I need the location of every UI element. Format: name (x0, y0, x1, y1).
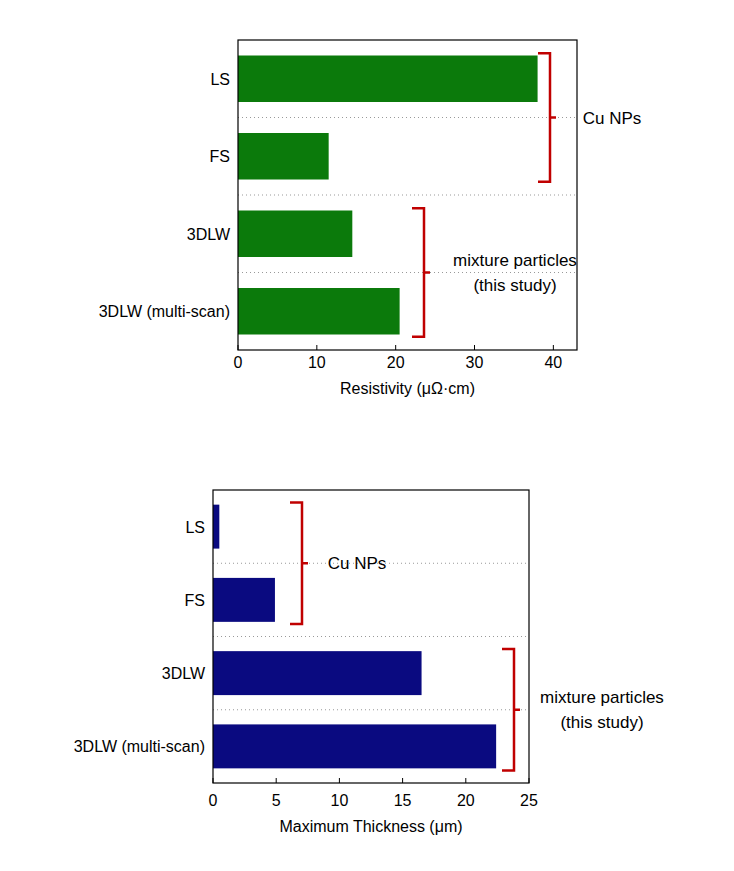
frame (238, 40, 577, 350)
tick (316, 345, 317, 350)
grid-line (238, 117, 577, 118)
tick-label: 30 (466, 354, 484, 371)
tick (395, 345, 396, 350)
tick-label: 25 (520, 792, 538, 809)
tick-label: 20 (457, 792, 475, 809)
bar (213, 578, 275, 622)
figure: 0 10 20 30 40 LS FS 3DLW 3DLW (multi-scan) Resist… (0, 0, 734, 871)
tick (276, 778, 277, 783)
grid-line (213, 636, 529, 637)
bar (213, 651, 422, 695)
category-label: FS (210, 148, 230, 165)
tick-label: 0 (209, 792, 218, 809)
annotation: Cu NPs (583, 109, 642, 128)
chart-0: 0 10 20 30 40 LS FS 3DLW 3DLW (multi-scan) Resist… (99, 40, 642, 397)
grid-line (238, 272, 577, 273)
tick-label: 5 (272, 792, 281, 809)
tick (529, 778, 530, 783)
bar (238, 211, 352, 258)
bracket (538, 53, 556, 182)
annotation: mixture particles (453, 251, 577, 270)
tick (402, 778, 403, 783)
bracket (290, 502, 308, 624)
bar (238, 56, 538, 103)
bar (238, 288, 400, 335)
tick-label: 15 (394, 792, 412, 809)
tick (553, 345, 554, 350)
annotation: (this study) (560, 713, 643, 732)
bar (213, 724, 496, 768)
bar (213, 505, 219, 549)
category-label: FS (185, 592, 205, 609)
category-label: LS (210, 71, 230, 88)
category-label: 3DLW (multi-scan) (99, 303, 230, 320)
category-label: LS (185, 519, 205, 536)
bracket (502, 649, 520, 771)
tick (213, 778, 214, 783)
axis-label: Resistivity (μΩ·cm) (340, 380, 475, 397)
tick (474, 345, 475, 350)
grid-line (238, 195, 577, 196)
annotation: (this study) (473, 276, 556, 295)
annotation: Cu NPs (328, 554, 387, 573)
tick (339, 778, 340, 783)
tick-label: 20 (387, 354, 405, 371)
tick-label: 40 (544, 354, 562, 371)
tick-label: 0 (234, 354, 243, 371)
chart-1: 0 5 10 15 20 25 LS FS 3DLW 3DLW (multi-scan) Maxim… (74, 490, 664, 835)
axis-label: Maximum Thickness (μm) (279, 818, 462, 835)
tick (465, 778, 466, 783)
category-label: 3DLW (multi-scan) (74, 738, 205, 755)
frame (213, 490, 529, 783)
category-label: 3DLW (162, 665, 206, 682)
tick-label: 10 (331, 792, 349, 809)
category-label: 3DLW (187, 226, 231, 243)
grid-line (213, 709, 529, 710)
tick (238, 345, 239, 350)
bracket (412, 208, 430, 337)
tick-label: 10 (308, 354, 326, 371)
bar (238, 133, 329, 180)
annotation: mixture particles (540, 688, 664, 707)
bars (213, 505, 496, 769)
